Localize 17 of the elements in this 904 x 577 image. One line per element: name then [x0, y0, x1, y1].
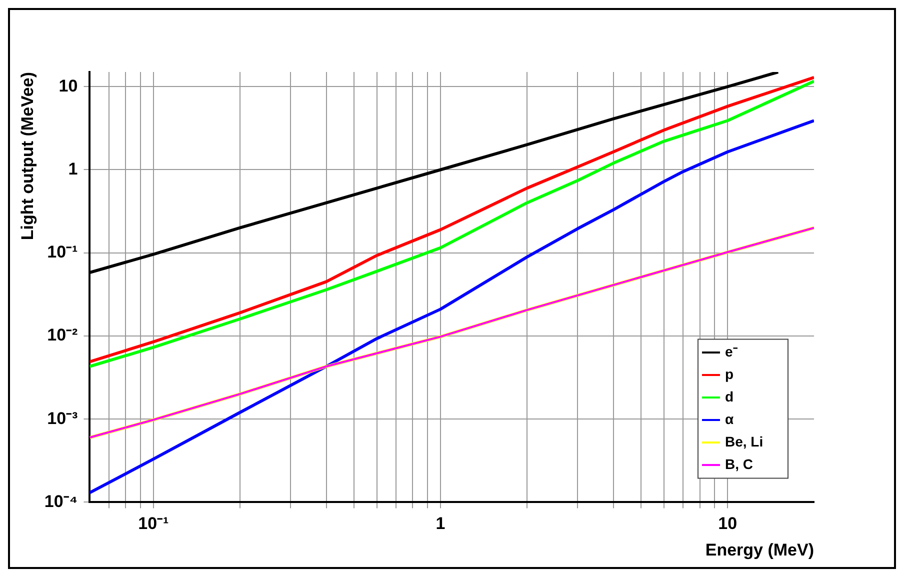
y-tick-label: 10⁻¹	[47, 242, 78, 262]
y-tick-label: 10⁻³	[47, 408, 78, 428]
x-axis-title: Energy (MeV)	[705, 540, 814, 560]
legend-label: p	[725, 366, 734, 382]
x-tick-label: 1	[436, 514, 446, 534]
x-tick-label: 10⁻¹	[138, 514, 170, 534]
y-tick-label: 1	[68, 159, 78, 178]
y-tick-label: 10	[58, 76, 78, 96]
legend-label: α	[725, 410, 734, 427]
legend-label: d	[725, 388, 734, 404]
legend-label: Be, Li	[725, 433, 764, 450]
legend-label: e⁻	[725, 343, 738, 360]
legend-label: B, C	[725, 456, 753, 472]
y-tick-label: 10⁻²	[47, 326, 78, 345]
y-axis-title: Light output (MeVee)	[18, 72, 37, 240]
y-tick-label: 10⁻⁴	[44, 492, 78, 511]
x-tick-label: 10	[718, 514, 738, 534]
